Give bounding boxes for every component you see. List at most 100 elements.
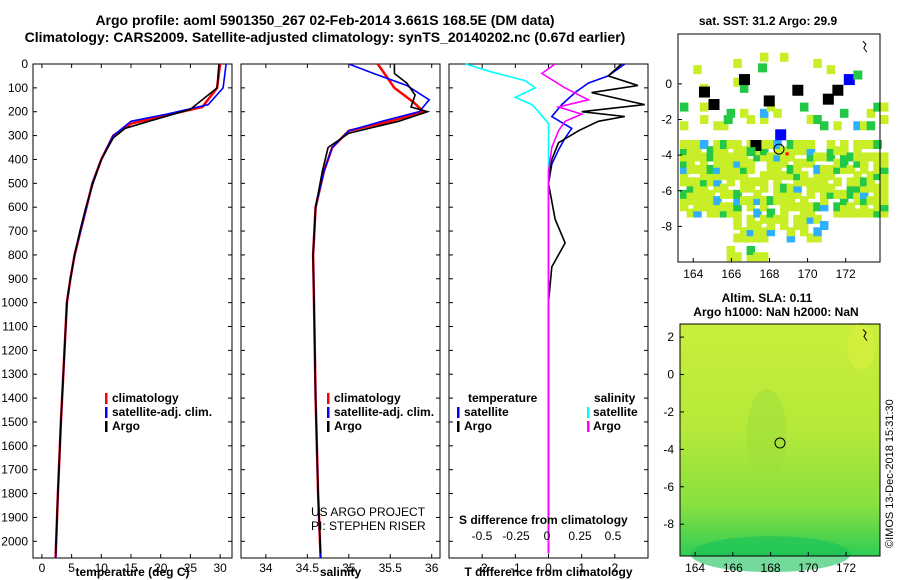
sst-cell	[880, 115, 889, 125]
sst-cell	[873, 164, 882, 174]
sst-cell	[839, 202, 849, 212]
sst-cell	[733, 158, 742, 168]
project-annotation: US ARGO PROJECT	[311, 505, 426, 519]
sst-cell	[753, 227, 762, 237]
sst-cell	[833, 164, 842, 174]
sst-cell	[826, 152, 836, 162]
depth-tick-label: 100	[8, 81, 28, 95]
depth-tick-label: 1300	[1, 367, 28, 381]
sst-cell	[726, 189, 736, 199]
sst-cell	[759, 252, 769, 262]
legend-label: climatology	[334, 391, 401, 405]
sst-cell	[799, 208, 809, 218]
legend-difference: temperature salinitysatelliteArgosatellit…	[457, 391, 638, 433]
sst-cell	[706, 152, 716, 162]
x-tick-label-top: 0.25	[568, 529, 592, 543]
map-sla-map: 164 166 168 170 172 2 0 -2 -4 -6 -8	[663, 322, 881, 575]
sst-cell	[853, 121, 862, 131]
sst-cell	[726, 177, 736, 187]
sst-cell	[799, 102, 809, 112]
sst-cell	[880, 164, 889, 174]
sst-cell	[880, 177, 889, 187]
sst-cell	[723, 115, 733, 125]
sst-cell	[708, 99, 720, 111]
sst-cell	[713, 146, 722, 156]
sst-cell	[799, 146, 809, 156]
sst-cell	[766, 102, 776, 112]
sst-cell	[793, 177, 802, 187]
sst-cell	[706, 208, 716, 218]
sst-cell	[853, 139, 862, 149]
sst-cell	[739, 171, 749, 181]
sst-cell	[699, 164, 709, 174]
sst-cell	[806, 189, 816, 199]
sst-cell	[866, 183, 876, 193]
sst-cell	[813, 214, 822, 224]
sst-cell	[679, 202, 689, 212]
map-y-tick-label: -4	[663, 442, 674, 456]
series-line-s-satellite	[465, 63, 550, 554]
sst-cell	[773, 189, 782, 199]
sst-cell	[786, 196, 796, 206]
sst-cell	[786, 171, 796, 181]
map-x-tick-label: 172	[836, 267, 856, 281]
sst-cell	[832, 84, 844, 96]
sst-cell	[746, 227, 756, 237]
coastline	[862, 40, 868, 53]
legend-label: Argo	[464, 419, 492, 433]
sst-cell	[779, 158, 789, 168]
sst-cell	[806, 214, 816, 224]
sst-cell	[880, 171, 889, 181]
sst-cell	[699, 183, 709, 193]
sst-cell	[686, 158, 696, 168]
sst-cell	[880, 189, 889, 199]
map-y-tick-label: -8	[661, 219, 672, 233]
sst-cell	[793, 164, 802, 174]
sst-cell	[739, 177, 749, 187]
sst-cell	[679, 189, 689, 199]
sst-cell	[839, 208, 849, 218]
sst-cell	[733, 164, 742, 174]
sst-cell	[859, 158, 869, 168]
sst-cell	[873, 139, 882, 149]
sst-cell	[866, 139, 876, 149]
sst-cell	[733, 202, 742, 212]
sst-cell	[686, 139, 696, 149]
sst-cell	[719, 171, 729, 181]
sst-cell	[726, 171, 736, 181]
legend-label: Argo	[593, 419, 621, 433]
sst-cell	[693, 164, 702, 174]
sst-cell	[753, 189, 762, 199]
sst-cell	[806, 233, 816, 243]
x-axis-label: T difference from climatology	[464, 565, 632, 579]
sst-cell	[766, 214, 776, 224]
sst-cell	[719, 208, 729, 218]
sst-cell	[739, 152, 749, 162]
sst-cell	[880, 196, 889, 206]
sst-cell	[853, 152, 862, 162]
sst-cell	[779, 183, 789, 193]
sst-cell	[775, 129, 787, 141]
sst-cell	[826, 65, 836, 75]
sst-cell	[793, 183, 802, 193]
sst-cell	[686, 183, 696, 193]
sst-cell	[793, 146, 802, 156]
sst-cell	[746, 202, 756, 212]
sst-cell	[706, 171, 716, 181]
sst-cell	[813, 115, 822, 125]
sst-cell	[799, 196, 809, 206]
x-tick-label: 1	[578, 561, 585, 575]
sst-cell	[713, 171, 722, 181]
sst-cell	[719, 158, 729, 168]
sst-cell	[819, 177, 829, 187]
series-line-climatology	[311, 63, 426, 559]
sst-cell	[733, 208, 742, 218]
x-tick-label: 5	[68, 561, 75, 575]
sst-cell	[699, 177, 709, 187]
panel-frame	[240, 63, 441, 559]
sst-cell	[833, 121, 842, 131]
sst-cell	[726, 139, 736, 149]
sst-cell	[679, 121, 689, 131]
sst-cell	[773, 171, 782, 181]
legend-label: satellite	[464, 405, 509, 419]
